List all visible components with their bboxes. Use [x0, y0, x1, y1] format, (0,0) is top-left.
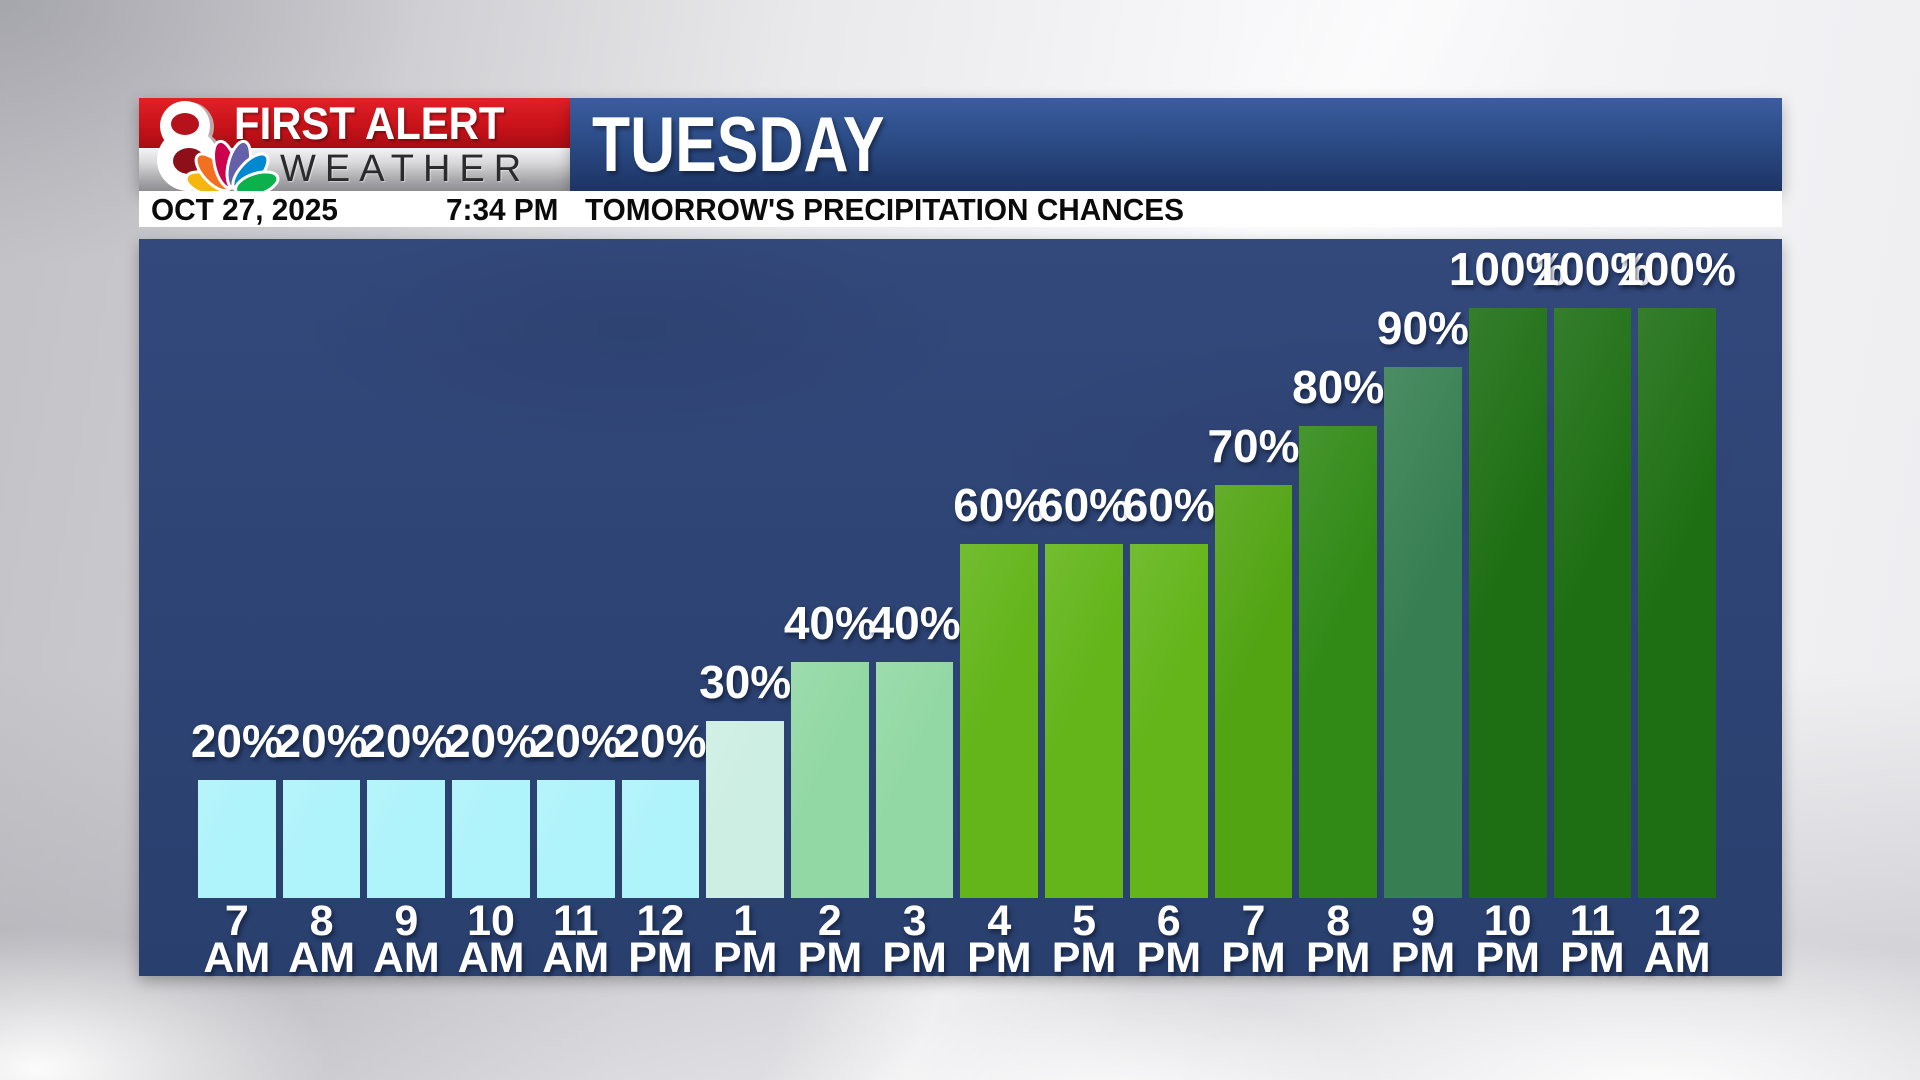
- date-label: OCT 27, 2025: [151, 192, 338, 227]
- bar-fill: [1384, 367, 1462, 898]
- day-banner: TUESDAY: [570, 98, 1782, 191]
- station-logo-block: FIRST ALERT WEATHER: [139, 98, 570, 198]
- bar-value-label: 60%: [953, 479, 1046, 531]
- axis-tick-label: 6 PM: [1136, 897, 1202, 982]
- bar-fill: [875, 662, 954, 898]
- bar-value-label: 70%: [1207, 420, 1300, 472]
- bar: 20%: [360, 239, 452, 898]
- bar-fill: [367, 780, 446, 898]
- day-banner-title: TUESDAY: [592, 100, 885, 188]
- bar: 100%: [1534, 239, 1651, 898]
- bar-value-label: 20%: [444, 715, 538, 767]
- bar: 20%: [276, 239, 368, 898]
- bar-fill: [1214, 485, 1293, 898]
- bar: 20%: [530, 239, 622, 898]
- axis-tick-label: 7 PM: [1221, 897, 1286, 982]
- axis-labels: 7 AM 8 AM 9 AM 10 AM 11 AM 12 PM 1 PM 2 PM 3 PM 4 PM 5 PM 6 PM 7…: [139, 897, 1782, 982]
- axis-tick-label: 3 PM: [882, 897, 947, 982]
- bar-value-label: 30%: [699, 656, 792, 708]
- axis-tick-label: 9 PM: [1390, 897, 1456, 982]
- bar: 60%: [953, 239, 1045, 898]
- time-label: 7:34 PM: [446, 192, 559, 227]
- bar-fill: [791, 662, 869, 898]
- bar: 100%: [1618, 239, 1736, 898]
- axis-tick-label: 12 PM: [628, 897, 693, 982]
- bar-value-label: 100%: [1533, 243, 1652, 295]
- bar-value-label: 40%: [868, 597, 961, 649]
- bar-fill: [1045, 544, 1123, 898]
- bar-value-label: 20%: [614, 715, 707, 767]
- bar-value-label: 20%: [360, 715, 453, 767]
- bar: 30%: [699, 239, 791, 898]
- first-alert-label: FIRST ALERT: [234, 98, 505, 149]
- precipitation-chart: 20% 20% 20% 20% 20% 20% 30% 40% 40% 60% 60% 60% 70% 8…: [139, 239, 1782, 982]
- bar-value-label: 20%: [529, 715, 622, 767]
- axis-tick-label: 11 AM: [542, 897, 610, 982]
- axis-tick-label: 7 AM: [203, 897, 271, 982]
- bar-fill: [452, 780, 530, 898]
- bar-fill: [960, 544, 1039, 898]
- bar: 60%: [1123, 239, 1215, 898]
- bars: 20% 20% 20% 20% 20% 20% 30% 40% 40% 60% 60% 60% 70% 8…: [139, 239, 1782, 898]
- bar-value-label: 20%: [190, 715, 283, 767]
- axis-tick-label: 4 PM: [967, 897, 1032, 982]
- bar-fill: [706, 721, 785, 898]
- bar-fill: [621, 780, 700, 898]
- bar-fill: [1299, 426, 1378, 898]
- bar-value-label: 60%: [1122, 479, 1215, 531]
- axis-tick-label: 10 AM: [457, 897, 525, 982]
- axis-tick-label: 5 PM: [1051, 897, 1117, 982]
- weather-label: WEATHER: [280, 148, 531, 190]
- bar-value-label: 100%: [1618, 243, 1736, 295]
- bar: 20%: [614, 239, 706, 898]
- bar-value-label: 100%: [1448, 243, 1567, 295]
- bar-fill: [536, 780, 615, 898]
- axis-tick-label: 8 AM: [288, 897, 356, 982]
- bar-value-label: 80%: [1292, 361, 1385, 413]
- bar-value-label: 40%: [783, 597, 876, 649]
- axis-tick-label: 2 PM: [797, 897, 863, 982]
- bar: 20%: [445, 239, 537, 898]
- axis-tick-label: 12 AM: [1643, 897, 1711, 982]
- bar: 100%: [1449, 239, 1566, 898]
- bar: 80%: [1292, 239, 1384, 898]
- axis-tick-label: 11 PM: [1560, 897, 1625, 982]
- bar: 90%: [1377, 239, 1469, 898]
- bar: 70%: [1207, 239, 1300, 898]
- bar: 40%: [869, 239, 961, 898]
- chart-subtitle: TOMORROW'S PRECIPITATION CHANCES: [585, 192, 1184, 227]
- bar-fill: [1129, 544, 1208, 898]
- bar: 40%: [784, 239, 876, 898]
- bar-fill: [1638, 308, 1716, 898]
- axis-tick-label: 8 PM: [1305, 897, 1371, 982]
- bar-value-label: 60%: [1038, 479, 1131, 531]
- bar-fill: [198, 780, 276, 898]
- axis-tick-label: 10 PM: [1475, 897, 1540, 982]
- bar: 60%: [1038, 239, 1130, 898]
- bar-fill: [1468, 308, 1547, 898]
- bar-value-label: 90%: [1376, 302, 1469, 354]
- info-strip: OCT 27, 2025 7:34 PM TOMORROW'S PRECIPIT…: [139, 191, 1782, 227]
- bar-fill: [1553, 308, 1632, 898]
- bar-value-label: 20%: [275, 715, 368, 767]
- bar: 20%: [191, 239, 283, 898]
- channel-8-nbc-peacock-icon: [157, 101, 280, 198]
- bar-fill: [282, 780, 361, 898]
- axis-tick-label: 1 PM: [712, 897, 778, 982]
- axis-tick-label: 9 AM: [372, 897, 440, 982]
